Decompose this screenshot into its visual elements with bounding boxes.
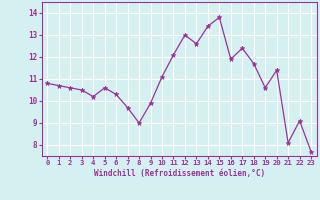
X-axis label: Windchill (Refroidissement éolien,°C): Windchill (Refroidissement éolien,°C) [94, 169, 265, 178]
